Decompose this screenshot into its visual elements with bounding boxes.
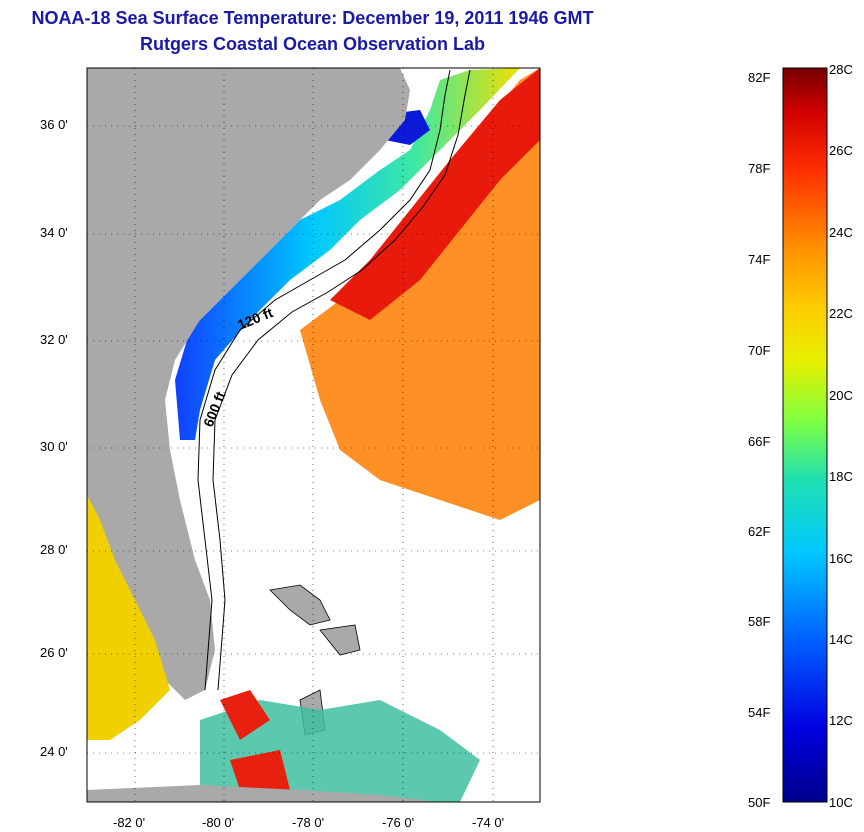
colorbar-c-label: 28C — [829, 62, 853, 77]
contour-120ft — [197, 69, 451, 691]
colorbar-c-label: 12C — [829, 713, 853, 728]
lat-label: 26 0' — [40, 645, 68, 660]
land-mass — [87, 68, 410, 700]
colorbar-f-label: 66F — [748, 434, 771, 449]
colorbar — [782, 67, 828, 803]
map-frame — [86, 67, 541, 803]
gulf-water — [87, 495, 170, 740]
lon-label: -76 0' — [382, 815, 415, 830]
gulf-stream-core — [330, 68, 540, 320]
lat-label: 28 0' — [40, 542, 68, 557]
colorbar-f-label: 78F — [748, 161, 771, 176]
southern-warm-patches — [220, 690, 290, 790]
lon-label: -74 0' — [472, 815, 505, 830]
colorbar-f-label: 62F — [748, 524, 771, 539]
map-subtitle: Rutgers Coastal Ocean Observation Lab — [139, 34, 486, 54]
lat-label: 30 0' — [40, 439, 68, 454]
colorbar-f-label: 58F — [748, 614, 771, 629]
lon-label: -80 0' — [202, 815, 235, 830]
colorbar-f-label: 74F — [748, 252, 771, 267]
colorbar-f-label: 54F — [748, 705, 771, 720]
lat-label: 36 0' — [40, 117, 68, 132]
lon-label: -82 0' — [113, 815, 146, 830]
lon-label: -78 0' — [292, 815, 325, 830]
colorbar-f-label: 82F — [748, 70, 771, 85]
colorbar-c-label: 10C — [829, 795, 853, 810]
map-title: NOAA-18 Sea Surface Temperature: Decembe… — [31, 8, 594, 28]
colorbar-c-label: 18C — [829, 469, 853, 484]
colorbar-c-label: 22C — [829, 306, 853, 321]
colorbar-c-label: 16C — [829, 551, 853, 566]
colorbar-c-label: 24C — [829, 225, 853, 240]
contour-600ft — [212, 69, 471, 691]
lat-label: 24 0' — [40, 744, 68, 759]
colorbar-f-label: 70F — [748, 343, 771, 358]
cuba-land — [87, 785, 440, 802]
colorbar-c-label: 14C — [829, 632, 853, 647]
lat-label: 34 0' — [40, 225, 68, 240]
colorbar-c-label: 26C — [829, 143, 853, 158]
colorbar-c-label: 20C — [829, 388, 853, 403]
colorbar-f-label: 50F — [748, 795, 771, 810]
lat-lon-grid — [87, 68, 540, 802]
lat-label: 32 0' — [40, 332, 68, 347]
